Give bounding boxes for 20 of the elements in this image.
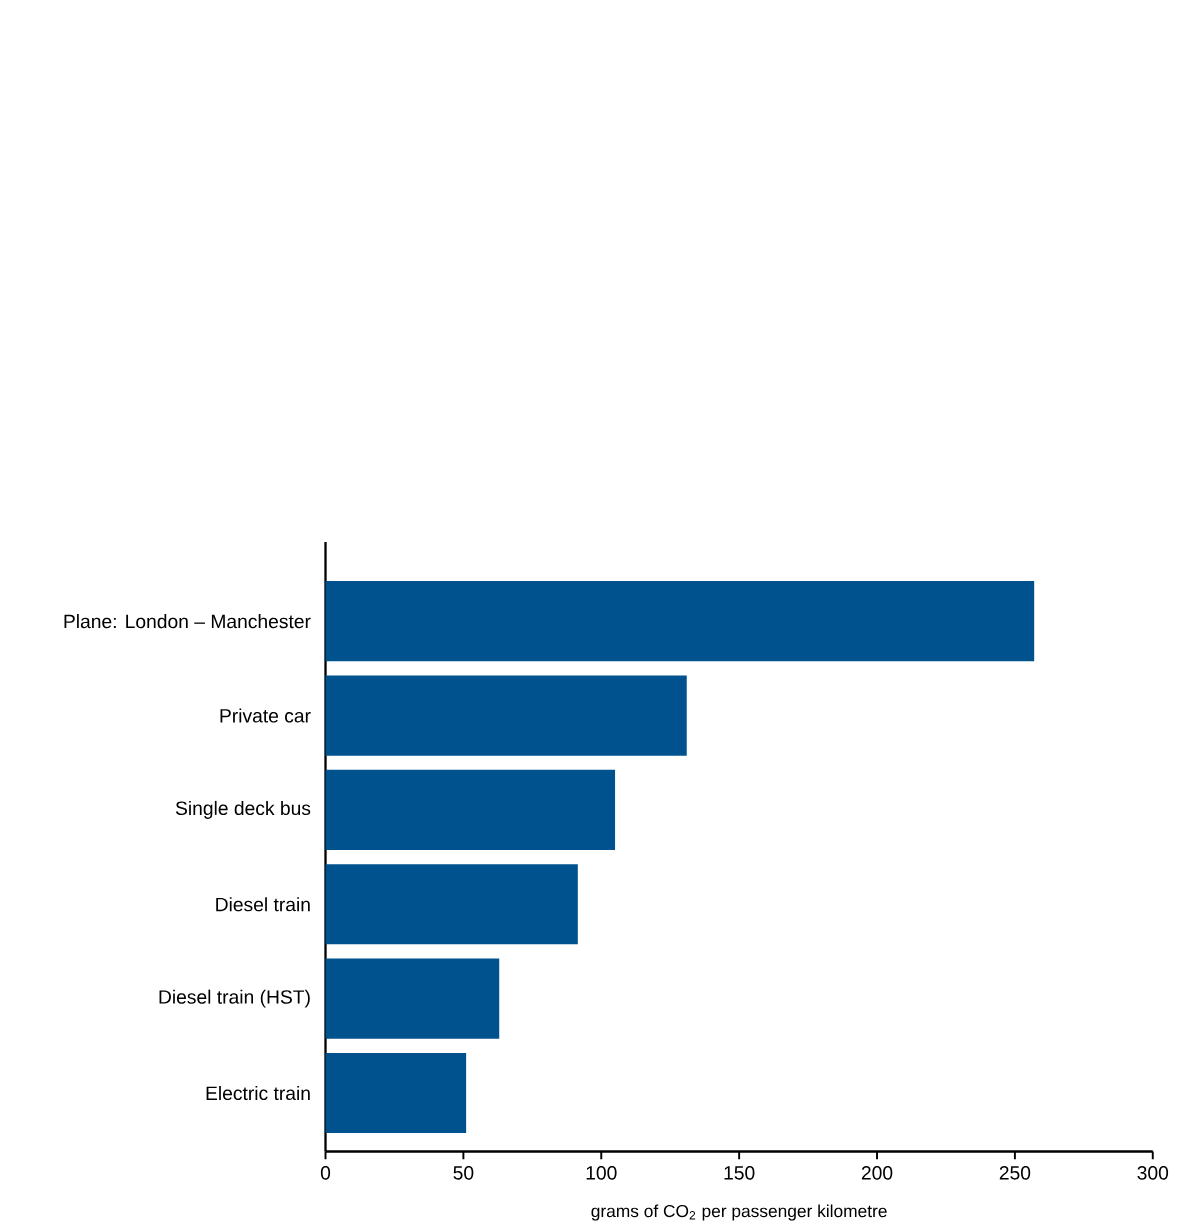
- x-tick-label: 200: [862, 1166, 893, 1180]
- bar: [325, 864, 578, 945]
- y-tick-label: Diesel train (HST): [159, 989, 310, 1008]
- x-tick-label: 0: [321, 1166, 331, 1180]
- y-tick-label: Private car: [220, 708, 311, 723]
- x-axis-title: grams of CO$_{2}$ per passenger kilometre: [591, 1204, 887, 1221]
- bar: [325, 958, 500, 1039]
- y-tick-label: Single deck bus: [176, 800, 311, 819]
- bar: [325, 769, 616, 850]
- y-tick-label: Diesel train: [216, 897, 310, 912]
- x-tick-label: 250: [999, 1166, 1031, 1180]
- bar: [325, 1052, 467, 1134]
- x-tick-label: 300: [1137, 1166, 1169, 1180]
- x-tick-label: 150: [724, 1166, 755, 1180]
- x-tick-label: 50: [453, 1166, 474, 1180]
- x-tick-label: 100: [586, 1166, 617, 1180]
- bar: [325, 675, 687, 756]
- bar: [325, 581, 1035, 662]
- y-tick-label: Plane: London – Manchester: [64, 614, 311, 629]
- y-tick-label: Electric train: [206, 1085, 310, 1101]
